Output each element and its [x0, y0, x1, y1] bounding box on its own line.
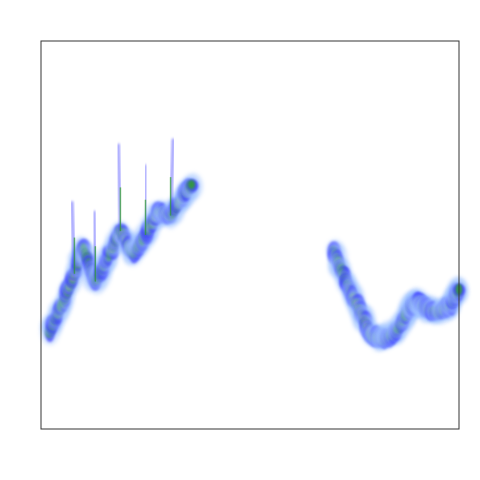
plot-area: [40, 138, 469, 352]
heatmap-cell: [187, 180, 196, 190]
plot-frame: [40, 40, 460, 430]
